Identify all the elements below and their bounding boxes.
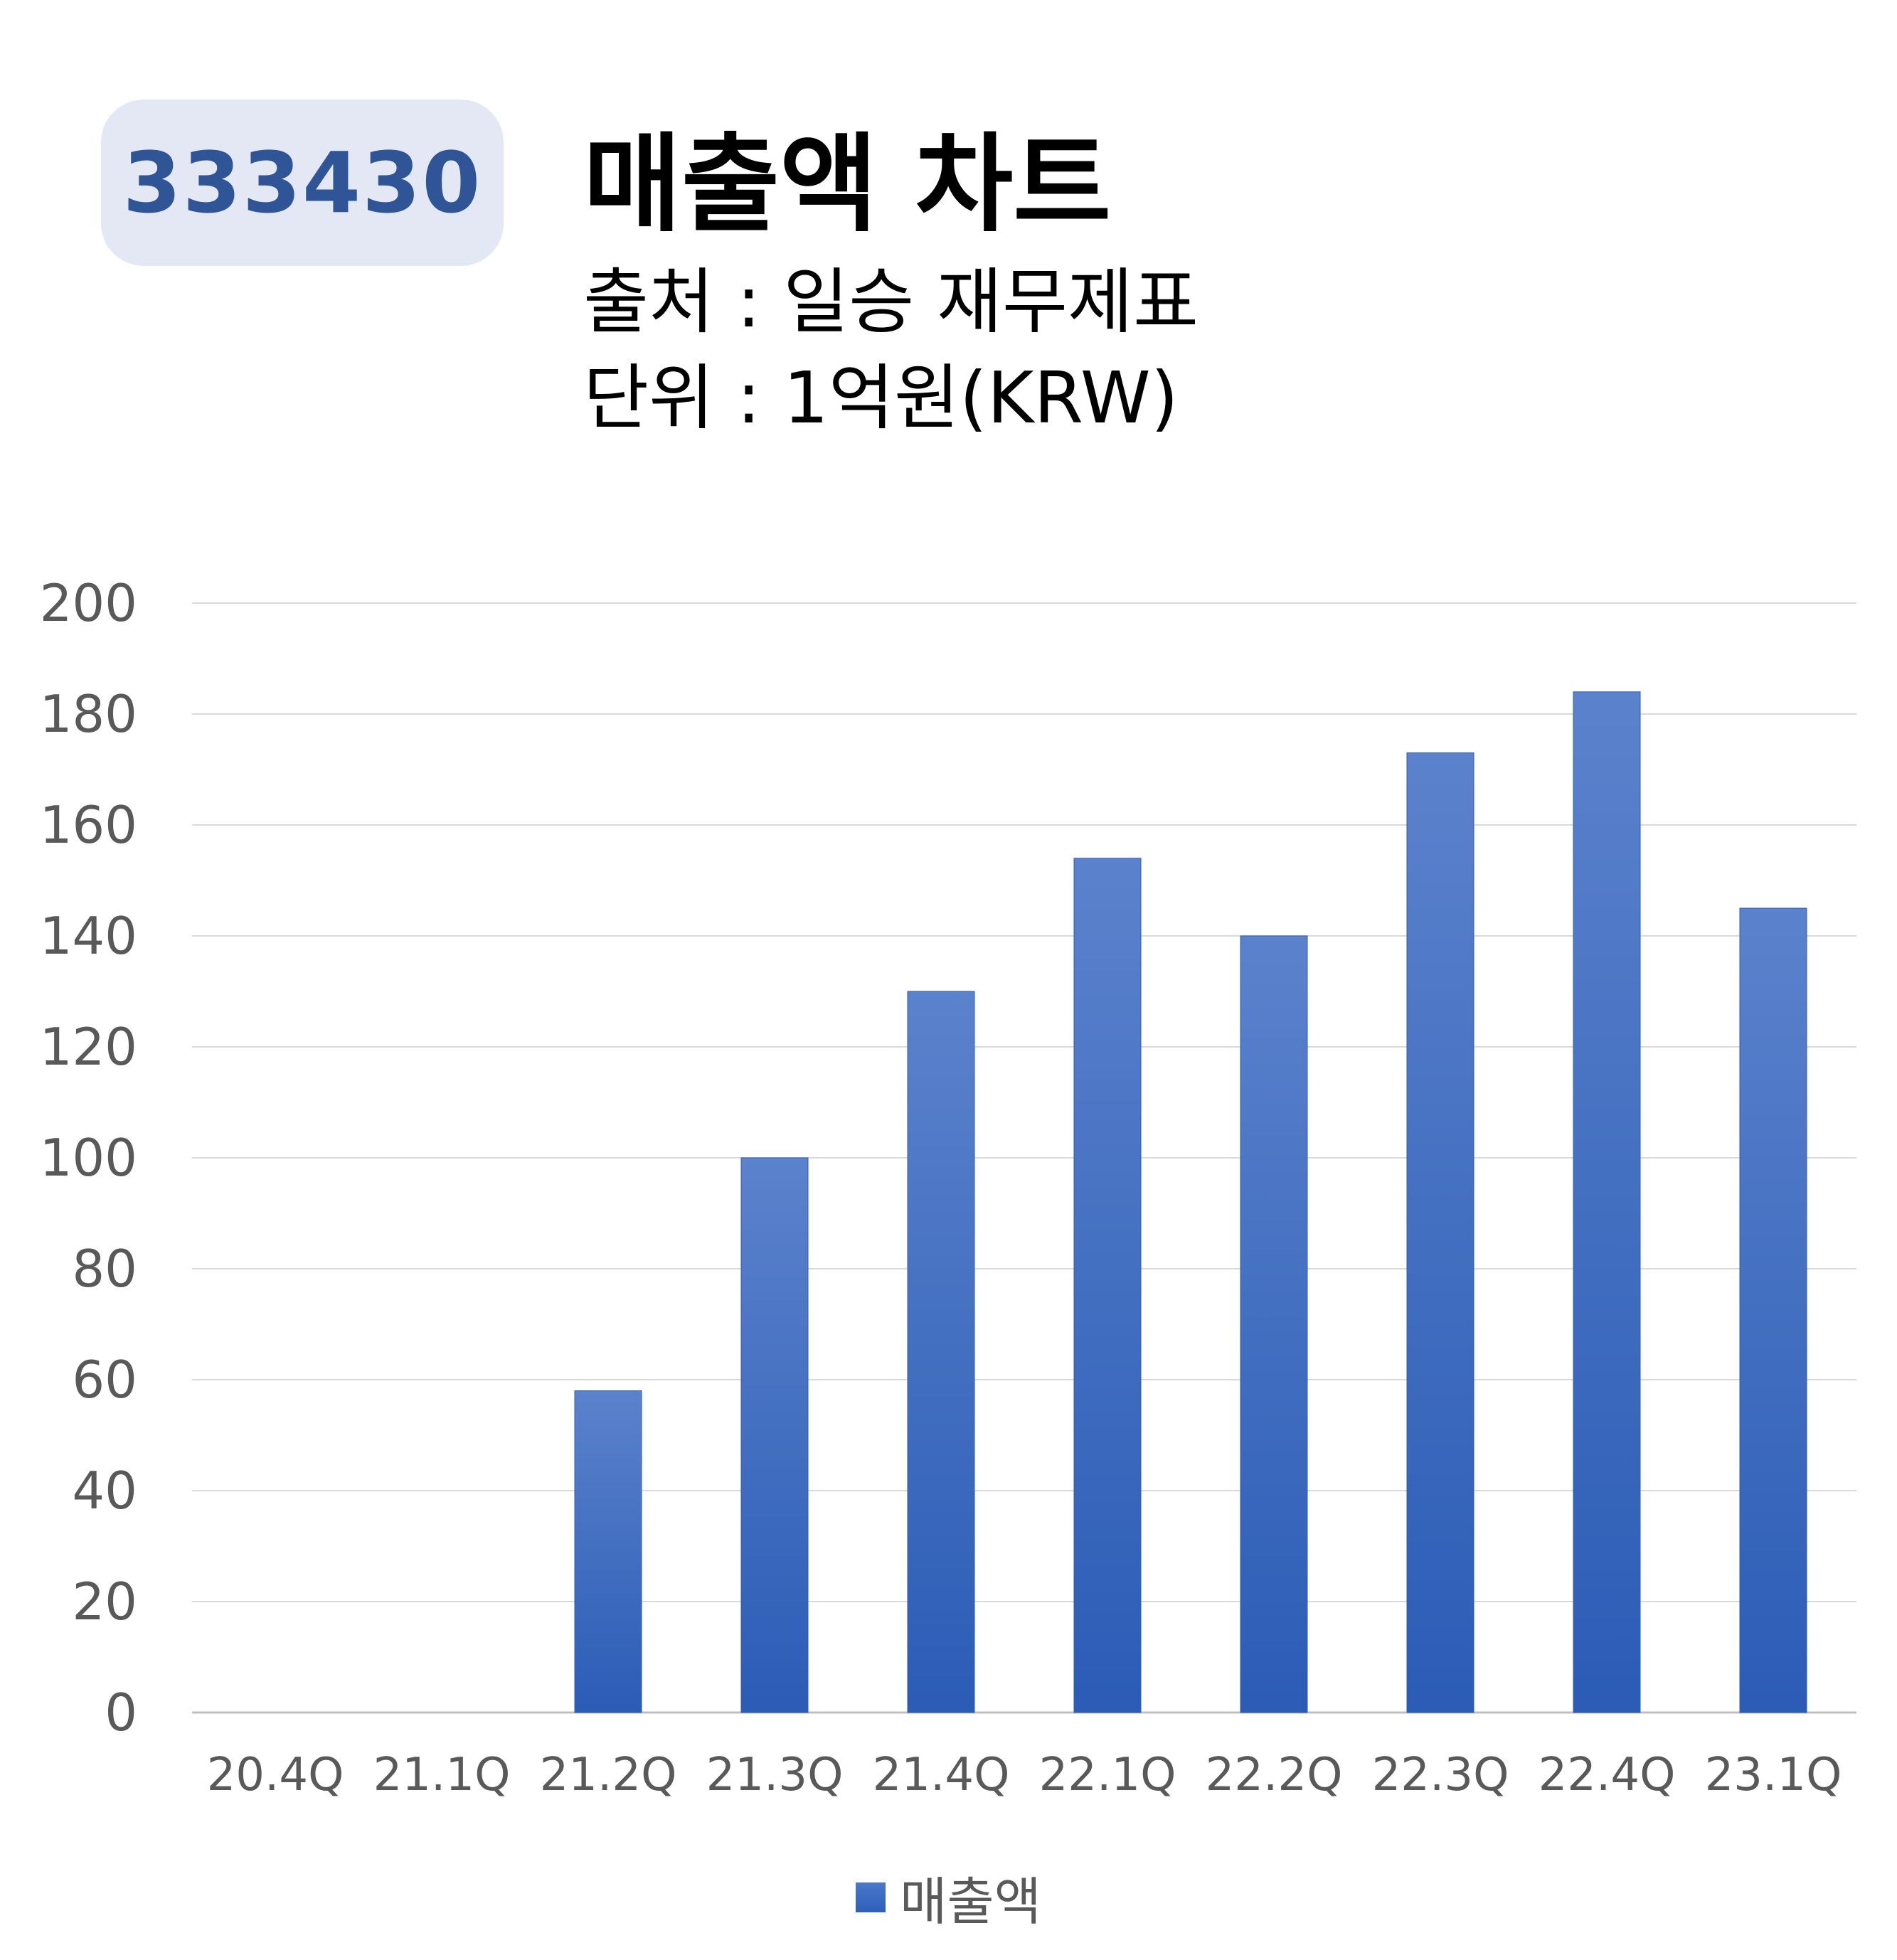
- y-tick-label: 20: [72, 1572, 137, 1631]
- y-tick-label: 180: [40, 684, 137, 744]
- x-tick-label: 21.2Q: [540, 1749, 677, 1801]
- x-tick-label: 22.1Q: [1039, 1749, 1176, 1801]
- y-axis-ticks: 0 20 40 60 80 100 120 140 160 180 200: [40, 573, 137, 1742]
- x-tick-label: 21.3Q: [706, 1749, 844, 1801]
- y-tick-label: 100: [40, 1128, 137, 1188]
- x-tick-label: 21.4Q: [873, 1749, 1010, 1801]
- x-tick-label: 23.1Q: [1705, 1749, 1842, 1801]
- y-tick-label: 120: [40, 1017, 137, 1077]
- y-tick-label: 80: [72, 1239, 137, 1299]
- bars: [574, 691, 1807, 1713]
- y-tick-label: 40: [72, 1461, 137, 1520]
- unit-note: 단위 : 1억원(KRW): [583, 356, 1179, 440]
- bar: [1573, 691, 1641, 1713]
- y-tick-label: 60: [72, 1350, 137, 1410]
- y-tick-label: 160: [40, 795, 137, 855]
- y-tick-label: 200: [40, 573, 137, 633]
- legend-label: 매출액: [900, 1872, 1041, 1932]
- source-note: 출처 : 일승 재무제표: [583, 260, 1199, 343]
- bar: [574, 1390, 642, 1713]
- x-tick-label: 20.4Q: [207, 1749, 344, 1801]
- bar: [907, 991, 975, 1713]
- x-tick-label: 22.2Q: [1206, 1749, 1343, 1801]
- chart-title: 매출액 차트: [583, 123, 1112, 247]
- bar: [1240, 935, 1308, 1713]
- x-tick-label: 22.4Q: [1539, 1749, 1676, 1801]
- x-tick-label: 21.1Q: [373, 1749, 511, 1801]
- legend: 매출액: [0, 1860, 1897, 1934]
- legend-swatch: [856, 1882, 886, 1912]
- bar: [1739, 907, 1807, 1713]
- y-tick-label: 0: [105, 1683, 137, 1742]
- bar: [1073, 858, 1142, 1713]
- y-tick-label: 140: [40, 906, 137, 966]
- x-tick-label: 22.3Q: [1372, 1749, 1509, 1801]
- ticker-code: 333430: [122, 134, 482, 232]
- x-axis-ticks: 20.4Q 21.1Q 21.2Q 21.3Q 21.4Q 22.1Q 22.2Q 22.3Q…: [207, 1749, 1842, 1801]
- bar: [1406, 752, 1474, 1713]
- ticker-badge: 333430: [101, 100, 504, 266]
- bar: [740, 1157, 809, 1713]
